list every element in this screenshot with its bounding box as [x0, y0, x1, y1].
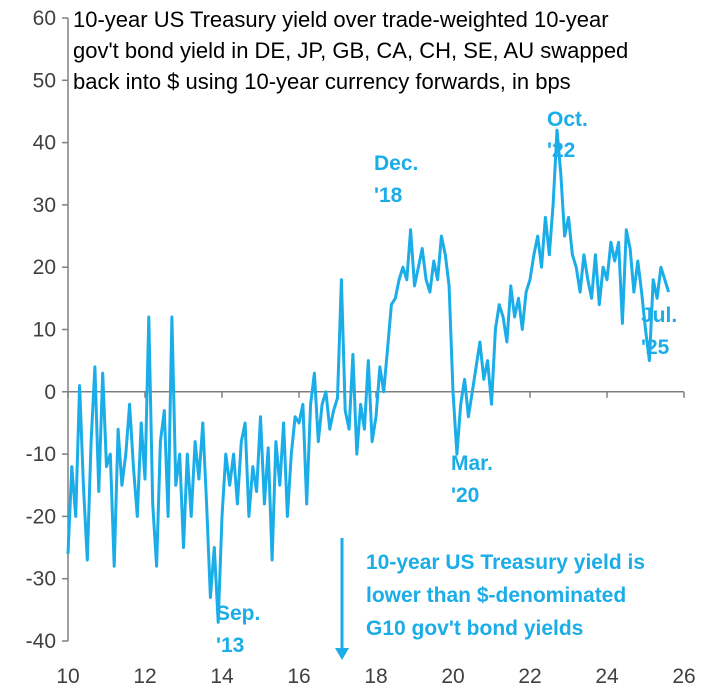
x-tick-label: 22	[518, 665, 541, 688]
annotation-dec18: Dec. '18	[374, 152, 418, 207]
x-axis-tick-labels: 10 12 14 16 18 20 22 24 26	[56, 665, 695, 688]
x-tick-label: 18	[364, 665, 387, 688]
x-tick-label: 16	[287, 665, 310, 688]
annotation-sep13-month: Sep.	[216, 602, 260, 625]
y-tick-label: 0	[44, 381, 56, 404]
x-tick-label: 10	[56, 665, 79, 688]
annotation-jul25: Jul. '25	[641, 304, 677, 359]
y-axis-tick-marks	[62, 17, 68, 642]
title-line-2: gov't bond yield in DE, JP, GB, CA, CH, …	[73, 38, 628, 63]
y-tick-label: 60	[33, 7, 56, 30]
series-line	[66, 128, 671, 624]
x-tick-label: 14	[210, 665, 234, 688]
note-arrow	[335, 538, 349, 660]
y-axis-tick-labels: 60 50 40 30 20 10 0 -10 -20 -30 -40	[26, 7, 56, 653]
chart-title: 10-year US Treasury yield over trade-wei…	[73, 7, 628, 94]
annotation-oct22-year: '22	[547, 139, 575, 162]
y-tick-label: -10	[26, 443, 56, 466]
y-tick-label: 10	[33, 319, 56, 342]
annotation-dec18-year: '18	[374, 184, 403, 207]
y-tick-label: 30	[33, 194, 56, 217]
annotation-sep13: Sep. '13	[216, 602, 260, 657]
annotation-oct22-month: Oct.	[547, 108, 588, 131]
title-line-3: back into $ using 10-year currency forwa…	[73, 69, 571, 94]
note-line-3: G10 gov't bond yields	[366, 617, 583, 640]
note-arrow-head	[335, 648, 349, 660]
annotation-mar20-month: Mar.	[451, 452, 493, 475]
x-tick-label: 20	[441, 665, 464, 688]
y-tick-label: -30	[26, 568, 56, 591]
annotation-dec18-month: Dec.	[374, 152, 418, 175]
title-line-1: 10-year US Treasury yield over trade-wei…	[73, 7, 609, 32]
y-tick-label: 20	[33, 256, 56, 279]
annotation-oct22: Oct. '22	[547, 108, 588, 162]
annotation-mar20-year: '20	[451, 484, 479, 507]
y-tick-label: 50	[33, 69, 56, 92]
annotation-jul25-month: Jul.	[641, 304, 677, 327]
annotation-jul25-year: '25	[641, 336, 670, 359]
note-line-1: 10-year US Treasury yield is	[366, 551, 645, 574]
x-axis-tick-marks	[67, 391, 685, 398]
x-tick-label: 24	[595, 665, 619, 688]
y-tick-label: -40	[26, 630, 56, 653]
annotation-mar20: Mar. '20	[451, 452, 493, 507]
x-tick-label: 12	[133, 665, 156, 688]
y-tick-label: -20	[26, 505, 56, 528]
x-tick-label: 26	[672, 665, 695, 688]
y-tick-label: 40	[33, 132, 56, 155]
note-annotation: 10-year US Treasury yield is lower than …	[366, 551, 645, 640]
note-line-2: lower than $-denominated	[366, 584, 626, 607]
annotation-sep13-year: '13	[216, 634, 244, 657]
